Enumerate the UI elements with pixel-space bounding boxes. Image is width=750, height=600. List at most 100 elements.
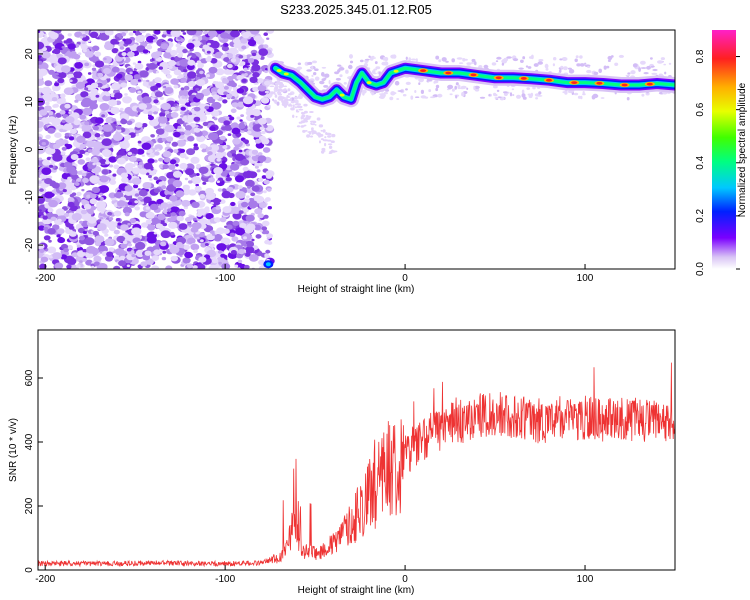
noise-blob: [651, 72, 658, 75]
noise-blob: [157, 116, 168, 124]
noise-blob: [646, 65, 651, 70]
noise-blob: [324, 73, 330, 78]
noise-blob: [241, 78, 247, 83]
noise-blob: [328, 80, 331, 85]
noise-blob: [643, 72, 649, 75]
noise-blob: [265, 170, 275, 177]
noise-blob: [518, 67, 524, 70]
noise-blob: [359, 59, 364, 63]
noise-blob: [178, 74, 184, 79]
noise-blob: [167, 217, 174, 223]
noise-blob: [311, 65, 314, 70]
noise-blob: [58, 166, 64, 171]
noise-blob: [104, 255, 114, 262]
noise-blob: [81, 172, 87, 177]
noise-blob: [43, 226, 49, 231]
noise-blob: [137, 196, 143, 201]
noise-blob: [212, 94, 220, 100]
noise-blob: [195, 263, 206, 269]
noise-blob: [216, 227, 225, 235]
noise-blob: [67, 43, 76, 50]
noise-blob: [190, 102, 196, 107]
noise-blob: [314, 76, 320, 81]
noise-blob: [283, 104, 287, 108]
noise-blob: [92, 45, 100, 52]
noise-blob: [80, 44, 88, 50]
spectrogram-noise-field: [38, 30, 675, 269]
noise-blob: [148, 69, 153, 73]
noise-blob: [108, 217, 114, 221]
noise-blob: [196, 212, 203, 217]
noise-blob: [119, 46, 125, 50]
noise-blob: [176, 139, 186, 147]
noise-blob: [237, 249, 245, 255]
colorbar-tick-label: 0.8: [695, 49, 706, 63]
noise-blob: [157, 213, 166, 220]
noise-blob: [294, 99, 299, 105]
noise-blob: [250, 114, 255, 118]
noise-blob: [415, 58, 418, 63]
noise-blob: [322, 139, 327, 142]
noise-blob: [207, 146, 212, 151]
noise-blob: [72, 85, 76, 88]
noise-blob: [167, 208, 172, 212]
noise-blob: [132, 167, 141, 174]
noise-blob: [147, 62, 157, 70]
noise-blob: [525, 65, 529, 68]
noise-blob: [199, 194, 206, 199]
noise-blob: [265, 249, 271, 254]
noise-blob: [263, 124, 268, 128]
noise-blob: [134, 63, 144, 70]
noise-blob: [148, 118, 160, 127]
noise-blob: [70, 186, 77, 191]
noise-blob: [79, 114, 87, 120]
noise-blob: [582, 93, 586, 96]
x-tick-label: -100: [215, 273, 235, 284]
noise-blob: [164, 110, 170, 115]
noise-blob: [54, 72, 59, 76]
noise-blob: [198, 256, 207, 263]
noise-blob: [166, 136, 174, 142]
noise-blob: [142, 96, 152, 104]
noise-blob: [69, 193, 75, 198]
noise-blob: [173, 103, 178, 107]
noise-blob: [257, 213, 265, 219]
noise-blob: [471, 58, 476, 63]
noise-blob: [269, 79, 273, 83]
noise-blob: [216, 256, 225, 264]
noise-blob: [180, 106, 186, 111]
noise-blob: [474, 88, 480, 92]
noise-blob: [39, 109, 48, 116]
noise-blob: [106, 251, 114, 257]
noise-blob: [108, 192, 117, 199]
noise-blob: [144, 250, 152, 256]
noise-blob: [55, 120, 61, 124]
noise-blob: [97, 223, 107, 231]
noise-blob: [76, 135, 86, 143]
noise-blob: [209, 126, 216, 131]
noise-blob: [301, 111, 304, 115]
noise-blob: [108, 225, 116, 232]
noise-blob: [41, 86, 52, 95]
noise-blob: [175, 43, 181, 48]
noise-blob: [626, 97, 630, 101]
noise-blob: [493, 92, 497, 97]
noise-blob: [264, 253, 269, 257]
ridge-speck: [366, 81, 372, 85]
noise-blob: [58, 71, 67, 79]
noise-blob: [580, 95, 583, 100]
noise-blob: [574, 58, 578, 63]
noise-blob: [200, 239, 204, 243]
noise-blob: [81, 124, 92, 132]
noise-blob: [60, 254, 68, 260]
noise-blob: [215, 205, 221, 210]
noise-blob: [253, 35, 263, 42]
noise-blob: [243, 73, 248, 76]
noise-blob: [172, 170, 183, 178]
noise-blob: [503, 91, 508, 94]
noise-blob: [124, 74, 134, 81]
noise-blob: [131, 227, 142, 236]
noise-blob: [111, 48, 119, 54]
noise-blob: [313, 72, 317, 76]
noise-blob: [154, 77, 162, 83]
